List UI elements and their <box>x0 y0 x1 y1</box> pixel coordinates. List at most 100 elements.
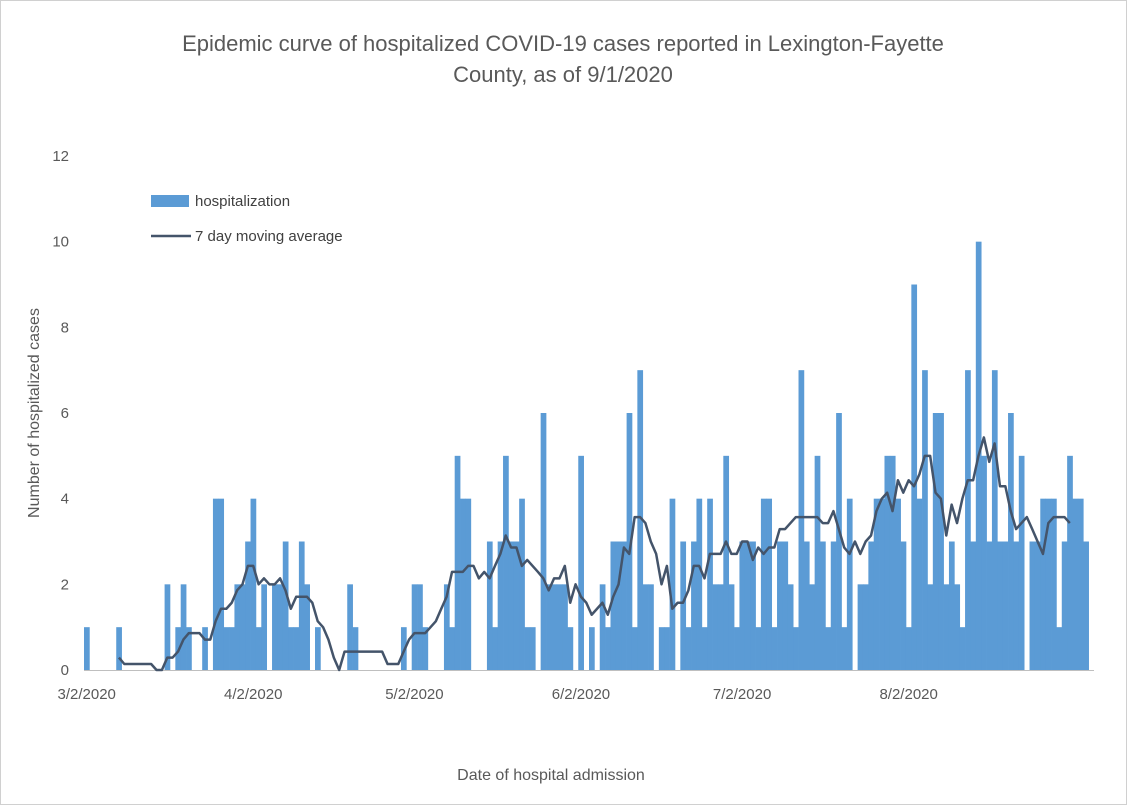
y-axis-tick-labels: 0 2 4 6 8 10 12 <box>52 148 69 679</box>
hospitalization-bar <box>637 370 644 670</box>
hospitalization-bar <box>707 498 713 670</box>
hospitalization-bar <box>744 541 751 670</box>
y-tick-label: 10 <box>52 234 69 251</box>
hospitalization-bar <box>970 541 977 670</box>
hospitalization-bar <box>610 541 617 670</box>
hospitalization-bar <box>304 584 310 670</box>
hospitalization-bar <box>578 455 584 670</box>
hospitalization-bar <box>734 627 740 670</box>
hospitalization-bar <box>1029 541 1036 670</box>
hospitalization-bar <box>223 627 230 670</box>
hospitalization-bar <box>250 498 257 670</box>
hospitalization-bar <box>234 584 241 670</box>
hospitalization-bar <box>524 627 531 670</box>
legend-swatch-hospitalization <box>151 195 189 207</box>
hospitalization-bar <box>750 541 756 670</box>
hospitalization-bar <box>631 627 638 670</box>
hospitalization-bar <box>664 627 670 670</box>
hospitalization-bar <box>352 627 359 670</box>
hospitalization-bar <box>599 584 606 670</box>
hospitalization-bar <box>503 455 509 670</box>
hospitalization-bar <box>669 498 676 670</box>
hospitalization-bar <box>443 584 450 670</box>
hospitalization-bar <box>347 584 353 670</box>
hospitalization-bar <box>820 541 826 670</box>
hospitalization-bar <box>739 541 746 670</box>
hospitalization-bar <box>417 584 423 670</box>
hospitalization-bar <box>1083 541 1089 670</box>
hospitalization-bar <box>782 541 789 670</box>
hospitalization-bar <box>948 541 955 670</box>
hospitalization-bar <box>239 584 246 670</box>
hospitalization-bar <box>116 627 122 670</box>
y-tick-label: 4 <box>61 491 69 508</box>
hospitalization-bar <box>680 541 687 670</box>
hospitalization-bar <box>648 584 654 670</box>
hospitalization-bar <box>551 584 558 670</box>
hospitalization-bar <box>202 627 208 670</box>
hospitalization-bar <box>986 541 993 670</box>
hospitalization-bar <box>422 627 429 670</box>
hospitalization-bar <box>492 627 499 670</box>
hospitalization-bar <box>777 541 783 670</box>
hospitalization-bar <box>798 370 805 670</box>
hospitalization-bar <box>691 541 697 670</box>
hospitalization-bar <box>1013 541 1020 670</box>
hospitalization-bar <box>830 541 837 670</box>
hospitalization-bar <box>1040 498 1046 670</box>
hospitalization-bar <box>836 413 842 670</box>
hospitalization-bar <box>728 584 735 670</box>
x-tick-label: 4/2/2020 <box>224 686 282 703</box>
hospitalization-bar <box>841 627 848 670</box>
hospitalization-bar <box>787 584 794 670</box>
hospitalization-bar <box>589 627 595 670</box>
hospitalization-bar <box>712 584 719 670</box>
hospitalization-bar <box>1018 455 1025 670</box>
hospitalization-bar <box>272 584 278 670</box>
moving-average-line <box>117 436 1071 672</box>
hospitalization-bar <box>465 498 472 670</box>
hospitalization-bar <box>1067 455 1073 670</box>
hospitalization-bar <box>1008 413 1014 670</box>
hospitalization-bar <box>513 541 520 670</box>
hospitalization-bar <box>868 541 875 670</box>
hospitalization-bar <box>1077 498 1084 670</box>
chart-title-line-2: County, as of 9/1/2020 <box>453 62 673 87</box>
hospitalization-bar <box>486 541 493 670</box>
hospitalization-bar <box>460 498 466 670</box>
hospitalization-bar <box>454 455 461 670</box>
hospitalization-bar <box>180 584 187 670</box>
hospitalization-bar <box>218 498 225 670</box>
hospitalization-bar <box>615 541 622 670</box>
x-tick-label: 7/2/2020 <box>713 686 771 703</box>
legend-label-hospitalization: hospitalization <box>195 193 290 210</box>
hospitalization-bar <box>546 584 552 670</box>
hospitalization-bar <box>814 455 821 670</box>
hospitalization-bar <box>293 627 300 670</box>
hospitalization-bar <box>1072 498 1079 670</box>
hospitalization-bar <box>766 498 773 670</box>
y-tick-label: 12 <box>52 148 69 165</box>
hospitalization-bar <box>916 498 923 670</box>
hospitalization-bar <box>717 584 724 670</box>
hospitalization-bar <box>298 541 305 670</box>
hospitalization-bar <box>900 541 907 670</box>
hospitalization-bar <box>261 584 268 670</box>
hospitalization-bar <box>282 541 289 670</box>
hospitalization-bar <box>1061 541 1068 670</box>
y-tick-label: 8 <box>61 319 69 336</box>
hospitalization-bar <box>755 627 762 670</box>
hospitalization-bar <box>873 498 880 670</box>
hospitalization-bar <box>186 627 192 670</box>
hospitalization-bar <box>1051 498 1057 670</box>
hospitalization-bar <box>997 541 1004 670</box>
hospitalization-bar <box>255 627 262 670</box>
hospitalization-bar <box>760 498 767 670</box>
hospitalization-bar <box>1002 541 1009 670</box>
hospitalization-bar <box>981 455 987 670</box>
hospitalization-bar <box>895 498 901 670</box>
x-tick-label: 3/2/2020 <box>57 686 115 703</box>
y-tick-label: 0 <box>61 662 69 679</box>
hospitalization-bar <box>771 627 778 670</box>
